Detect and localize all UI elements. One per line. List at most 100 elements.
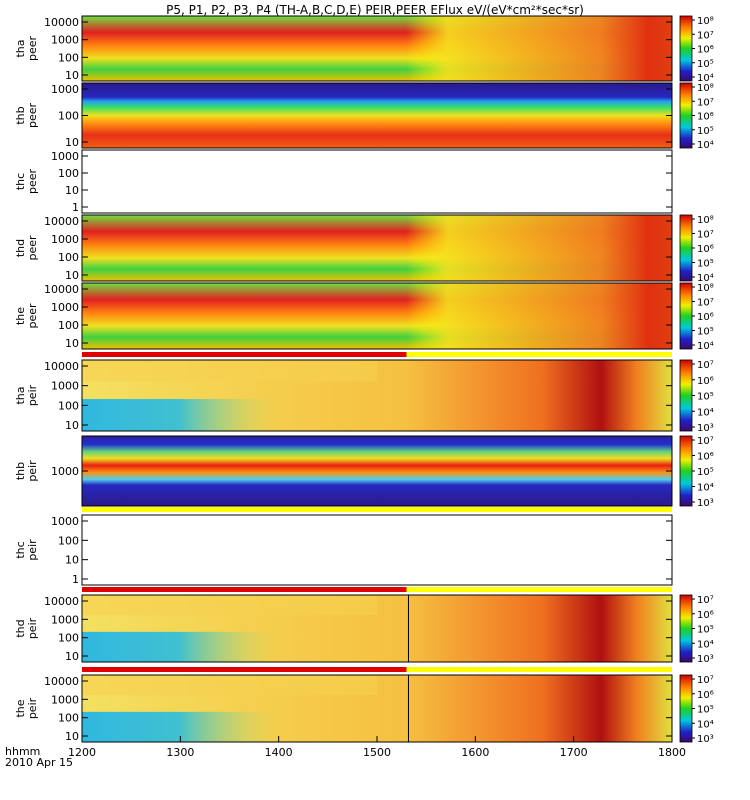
y-axis-label-probe: thc bbox=[14, 541, 27, 558]
panel-the-peer: 10 100 1000 10000 the peer 10⁴ 10⁵ 10⁶ 10⁷ 10⁸ bbox=[14, 282, 714, 352]
colorbar-tick-label: 10⁴ bbox=[697, 140, 714, 151]
colorbar-tick-label: 10⁵ bbox=[697, 259, 714, 270]
y-axis-label-quantity: peer bbox=[26, 36, 39, 62]
colorbar-tick-label: 10⁶ bbox=[697, 312, 714, 323]
x-tick-label: 1700 bbox=[560, 746, 588, 759]
x-tick-label: 1800 bbox=[658, 746, 686, 759]
colorbar bbox=[679, 359, 693, 432]
y-tick-label: 10 bbox=[65, 650, 79, 663]
y-axis-label-probe: thc bbox=[14, 173, 27, 190]
colorbar-tick-label: 10⁴ bbox=[697, 639, 714, 650]
y-axis-label: thb peer bbox=[14, 103, 39, 129]
colorbar-tick-label: 10³ bbox=[697, 734, 714, 745]
y-tick-label: 100 bbox=[58, 632, 79, 645]
colorbar-tick-label: 10⁴ bbox=[697, 341, 714, 352]
colorbar bbox=[679, 594, 693, 663]
x-axis: 1200 1300 1400 1500 1600 1700 1800 bbox=[68, 736, 686, 759]
y-tick-label: 10000 bbox=[44, 283, 79, 296]
colorbar-tick-label: 10³ bbox=[697, 654, 714, 665]
colorbar bbox=[679, 82, 693, 149]
colorbar bbox=[679, 674, 693, 743]
colorbar bbox=[679, 15, 693, 82]
y-tick-label: 1000 bbox=[51, 693, 79, 706]
panel-frame bbox=[81, 359, 673, 432]
colorbar-tick-label: 10⁵ bbox=[697, 625, 714, 636]
spectrogram-high-energy bbox=[82, 595, 377, 616]
y-axis-label-probe: the bbox=[14, 699, 27, 717]
y-axis-label-quantity: peir bbox=[26, 539, 39, 561]
colorbar-tick-label: 10³ bbox=[697, 498, 714, 509]
colorbar-tick-label: 10⁵ bbox=[697, 392, 714, 403]
colorbar-tick-label: 10⁴ bbox=[697, 73, 714, 84]
panel-frame bbox=[81, 282, 673, 350]
status-bar-yellow bbox=[406, 667, 672, 672]
y-axis-label-quantity: peer bbox=[26, 235, 39, 261]
colorbar-tick-label: 10⁸ bbox=[697, 16, 714, 27]
panel-frame bbox=[81, 594, 673, 663]
colorbar-tick-label: 10⁶ bbox=[697, 244, 714, 255]
y-tick-label: 1000 bbox=[51, 233, 79, 246]
panel-frame bbox=[81, 214, 673, 282]
y-tick-label: 10000 bbox=[44, 675, 79, 688]
y-axis-label-quantity: peir bbox=[26, 460, 39, 482]
y-tick-label: 1000 bbox=[51, 34, 79, 47]
y-tick-label: 1000 bbox=[51, 83, 79, 96]
y-tick-label: 100 bbox=[58, 712, 79, 725]
panel-thb-peer: 10 100 1000 thb peer 10⁴ 10⁵ 10⁶ 10⁷ 10⁸ bbox=[14, 82, 714, 151]
colorbar-tick-label: 10⁵ bbox=[697, 705, 714, 716]
y-axis-label-quantity: peer bbox=[26, 169, 39, 195]
status-bar-yellow bbox=[82, 507, 672, 512]
y-tick-label: 100 bbox=[58, 51, 79, 64]
x-tick-label: 1200 bbox=[68, 746, 96, 759]
panel-the-peir: 10 100 1000 10000 the peir 10³ 10⁴ 10⁵ 10⁶ 10⁷ bbox=[14, 667, 714, 745]
y-tick-label: 10 bbox=[65, 69, 79, 82]
y-tick-label: 100 bbox=[58, 251, 79, 264]
colorbar-tick-label: 10⁸ bbox=[697, 83, 714, 94]
colorbar-tick-label: 10⁶ bbox=[697, 452, 714, 463]
x-axis-date: 2010 Apr 15 bbox=[5, 756, 73, 769]
x-tick-label: 1300 bbox=[166, 746, 194, 759]
colorbar-tick-label: 10⁸ bbox=[697, 283, 714, 294]
spectrogram-image bbox=[82, 83, 672, 148]
y-tick-label: 10 bbox=[65, 730, 79, 743]
y-tick-label: 1000 bbox=[51, 301, 79, 314]
status-bar-red bbox=[82, 667, 407, 672]
colorbar bbox=[679, 435, 693, 507]
colorbar-tick-label: 10⁷ bbox=[697, 436, 714, 447]
colorbar-tick-label: 10⁴ bbox=[697, 273, 714, 284]
y-axis-label-quantity: peir bbox=[26, 697, 39, 719]
y-axis-label: thc peir bbox=[14, 539, 39, 561]
colorbar-tick-label: 10⁷ bbox=[697, 30, 714, 41]
y-tick-label: 100 bbox=[58, 167, 79, 180]
colorbar-tick-label: 10⁶ bbox=[697, 376, 714, 387]
y-tick-label: 10 bbox=[65, 269, 79, 282]
colorbar-tick-label: 10⁶ bbox=[697, 112, 714, 123]
colorbar-tick-label: 10⁴ bbox=[697, 407, 714, 418]
y-tick-label: 100 bbox=[58, 319, 79, 332]
y-tick-label: 10 bbox=[65, 136, 79, 149]
y-tick-label: 100 bbox=[58, 110, 79, 123]
colorbar bbox=[679, 214, 693, 282]
colorbar bbox=[679, 282, 693, 350]
figure-title: P5, P1, P2, P3, P4 (TH-A,B,C,D,E) PEIR,P… bbox=[166, 3, 584, 17]
y-axis-label-probe: thd bbox=[14, 619, 27, 637]
y-tick-label: 1000 bbox=[51, 465, 79, 478]
y-axis-label-probe: tha bbox=[14, 386, 27, 404]
colorbar-tick-label: 10⁵ bbox=[697, 126, 714, 137]
colorbar-tick-label: 10⁷ bbox=[697, 298, 714, 309]
colorbar-tick-label: 10⁶ bbox=[697, 45, 714, 56]
y-axis-label-quantity: peer bbox=[26, 103, 39, 129]
y-tick-label: 1 bbox=[72, 573, 79, 586]
y-tick-label: 1000 bbox=[51, 613, 79, 626]
y-tick-label: 1000 bbox=[51, 515, 79, 528]
y-axis-label-quantity: peir bbox=[26, 384, 39, 406]
status-bar-yellow bbox=[406, 352, 672, 357]
spectrogram-image bbox=[82, 436, 672, 506]
y-axis-label-probe: tha bbox=[14, 39, 27, 57]
y-axis-label: thb peir bbox=[14, 460, 39, 482]
panel-frame bbox=[81, 15, 673, 82]
spectrogram-high-energy bbox=[82, 360, 377, 382]
x-tick-label: 1400 bbox=[265, 746, 293, 759]
